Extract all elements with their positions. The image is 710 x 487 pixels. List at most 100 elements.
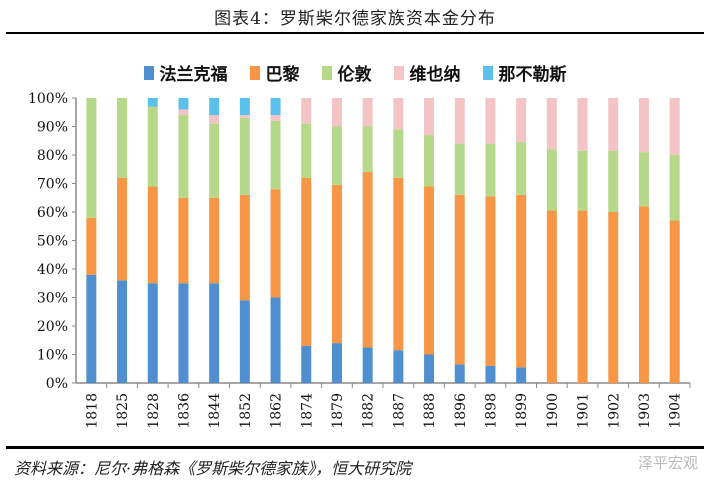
legend-item: 那不勒斯 — [482, 60, 567, 85]
bar-segment — [117, 280, 128, 383]
bar-segment — [331, 126, 342, 185]
bar-segment — [362, 98, 373, 127]
bar-segment — [608, 212, 619, 383]
bar-segment — [270, 115, 281, 121]
bar-segment — [86, 217, 97, 275]
bar-segment — [239, 194, 250, 301]
bar-segment — [485, 98, 496, 144]
legend-label: 那不勒斯 — [498, 65, 567, 85]
bar-segment — [424, 186, 435, 355]
x-tick-label: 1903 — [637, 393, 653, 429]
x-tick-label: 1899 — [514, 393, 530, 429]
bar-segment — [516, 367, 527, 383]
x-tick-label: 1836 — [176, 393, 192, 429]
legend-label: 巴黎 — [265, 65, 300, 85]
bar-segment — [424, 98, 435, 136]
bar-segment — [454, 98, 465, 144]
bar-segment — [117, 98, 128, 178]
legend-item: 巴黎 — [249, 60, 300, 85]
legend-label: 维也纳 — [409, 65, 461, 85]
watermark: 泽平宏观 — [637, 454, 698, 472]
bar-segment — [669, 98, 680, 155]
bar-segment — [546, 210, 557, 383]
bar-segment — [362, 347, 373, 383]
bar-segment — [209, 283, 220, 383]
bar-segment — [239, 300, 250, 383]
y-tick-label: 80% — [37, 148, 68, 164]
y-tick-label: 50% — [37, 234, 68, 250]
bar-segment — [178, 283, 189, 383]
bar-segment — [270, 98, 281, 116]
bar-segment — [393, 98, 404, 130]
legend-label: 伦敦 — [337, 65, 372, 85]
x-tick-label: 1852 — [238, 393, 254, 429]
bar-segment — [362, 126, 373, 173]
legend-swatch — [321, 65, 332, 80]
bar-segment — [393, 177, 404, 351]
bar-segment — [331, 343, 342, 383]
x-tick-label: 1887 — [391, 393, 407, 429]
bar-segment — [209, 197, 220, 284]
bar-segment — [516, 98, 527, 143]
bar-segment — [301, 98, 312, 124]
bar-segment — [239, 98, 250, 116]
source-note: 资料来源：尼尔·弗格森《罗斯柴尔德家族》，恒大研究院 — [14, 459, 412, 478]
bar-segment — [209, 98, 220, 116]
bar-segment — [301, 345, 312, 383]
y-tick-label: 70% — [37, 177, 68, 193]
x-tick-label: 1902 — [606, 393, 622, 429]
x-tick-label: 1896 — [453, 393, 469, 429]
bar-segment — [178, 197, 189, 284]
y-tick-label: 40% — [37, 262, 68, 278]
x-tick-label: 1898 — [483, 393, 499, 429]
legend-swatch — [249, 65, 260, 80]
bar-segment — [669, 155, 680, 221]
bar-segment — [270, 120, 281, 190]
x-tick-label: 1904 — [668, 393, 684, 429]
bar-segment — [516, 142, 527, 195]
bar-segment — [239, 117, 250, 195]
bar-segment — [362, 172, 373, 348]
x-tick-label: 1888 — [422, 393, 438, 429]
bar-segment — [147, 283, 158, 383]
bar-segment — [239, 115, 250, 118]
footer-divider — [6, 446, 704, 449]
legend-item: 伦敦 — [321, 60, 372, 85]
bar-segment — [454, 194, 465, 365]
bar-segment — [608, 150, 619, 212]
bar-segment — [638, 98, 649, 153]
bar-segment — [454, 364, 465, 383]
bar-segment — [147, 186, 158, 284]
legend: 法兰克福 巴黎 伦敦 维也纳 那不勒斯 — [0, 60, 710, 85]
bar-segment — [577, 98, 588, 151]
x-tick-label: 1901 — [576, 393, 592, 429]
chart-title: 图表4：罗斯柴尔德家族资本金分布 — [214, 9, 496, 29]
x-tick-label: 1844 — [207, 393, 223, 429]
bar-segment — [147, 106, 158, 187]
bar-segment — [331, 98, 342, 127]
bar-segment — [270, 189, 281, 298]
bar-segment — [424, 135, 435, 187]
bar-segment — [178, 109, 189, 116]
x-tick-label: 1825 — [115, 393, 131, 429]
title-divider — [6, 32, 704, 34]
y-tick-label: 90% — [37, 120, 68, 136]
x-tick-label: 1879 — [330, 393, 346, 429]
legend-item: 维也纳 — [393, 60, 461, 85]
y-tick-label: 30% — [37, 291, 68, 307]
bar-segment — [577, 210, 588, 383]
x-tick-label: 1862 — [269, 393, 285, 429]
x-tick-label: 1900 — [545, 393, 561, 429]
bar-segment — [485, 143, 496, 197]
legend-item: 法兰克福 — [143, 60, 228, 85]
legend-label: 法兰克福 — [159, 65, 228, 85]
bar-segment — [393, 129, 404, 178]
bar-segment — [270, 297, 281, 383]
x-tick-label: 1882 — [361, 393, 377, 429]
bar-segment — [638, 152, 649, 207]
y-tick-label: 60% — [37, 205, 68, 221]
bar-segment — [86, 274, 97, 383]
bar-segment — [485, 196, 496, 366]
x-tick-label: 1828 — [146, 393, 162, 429]
